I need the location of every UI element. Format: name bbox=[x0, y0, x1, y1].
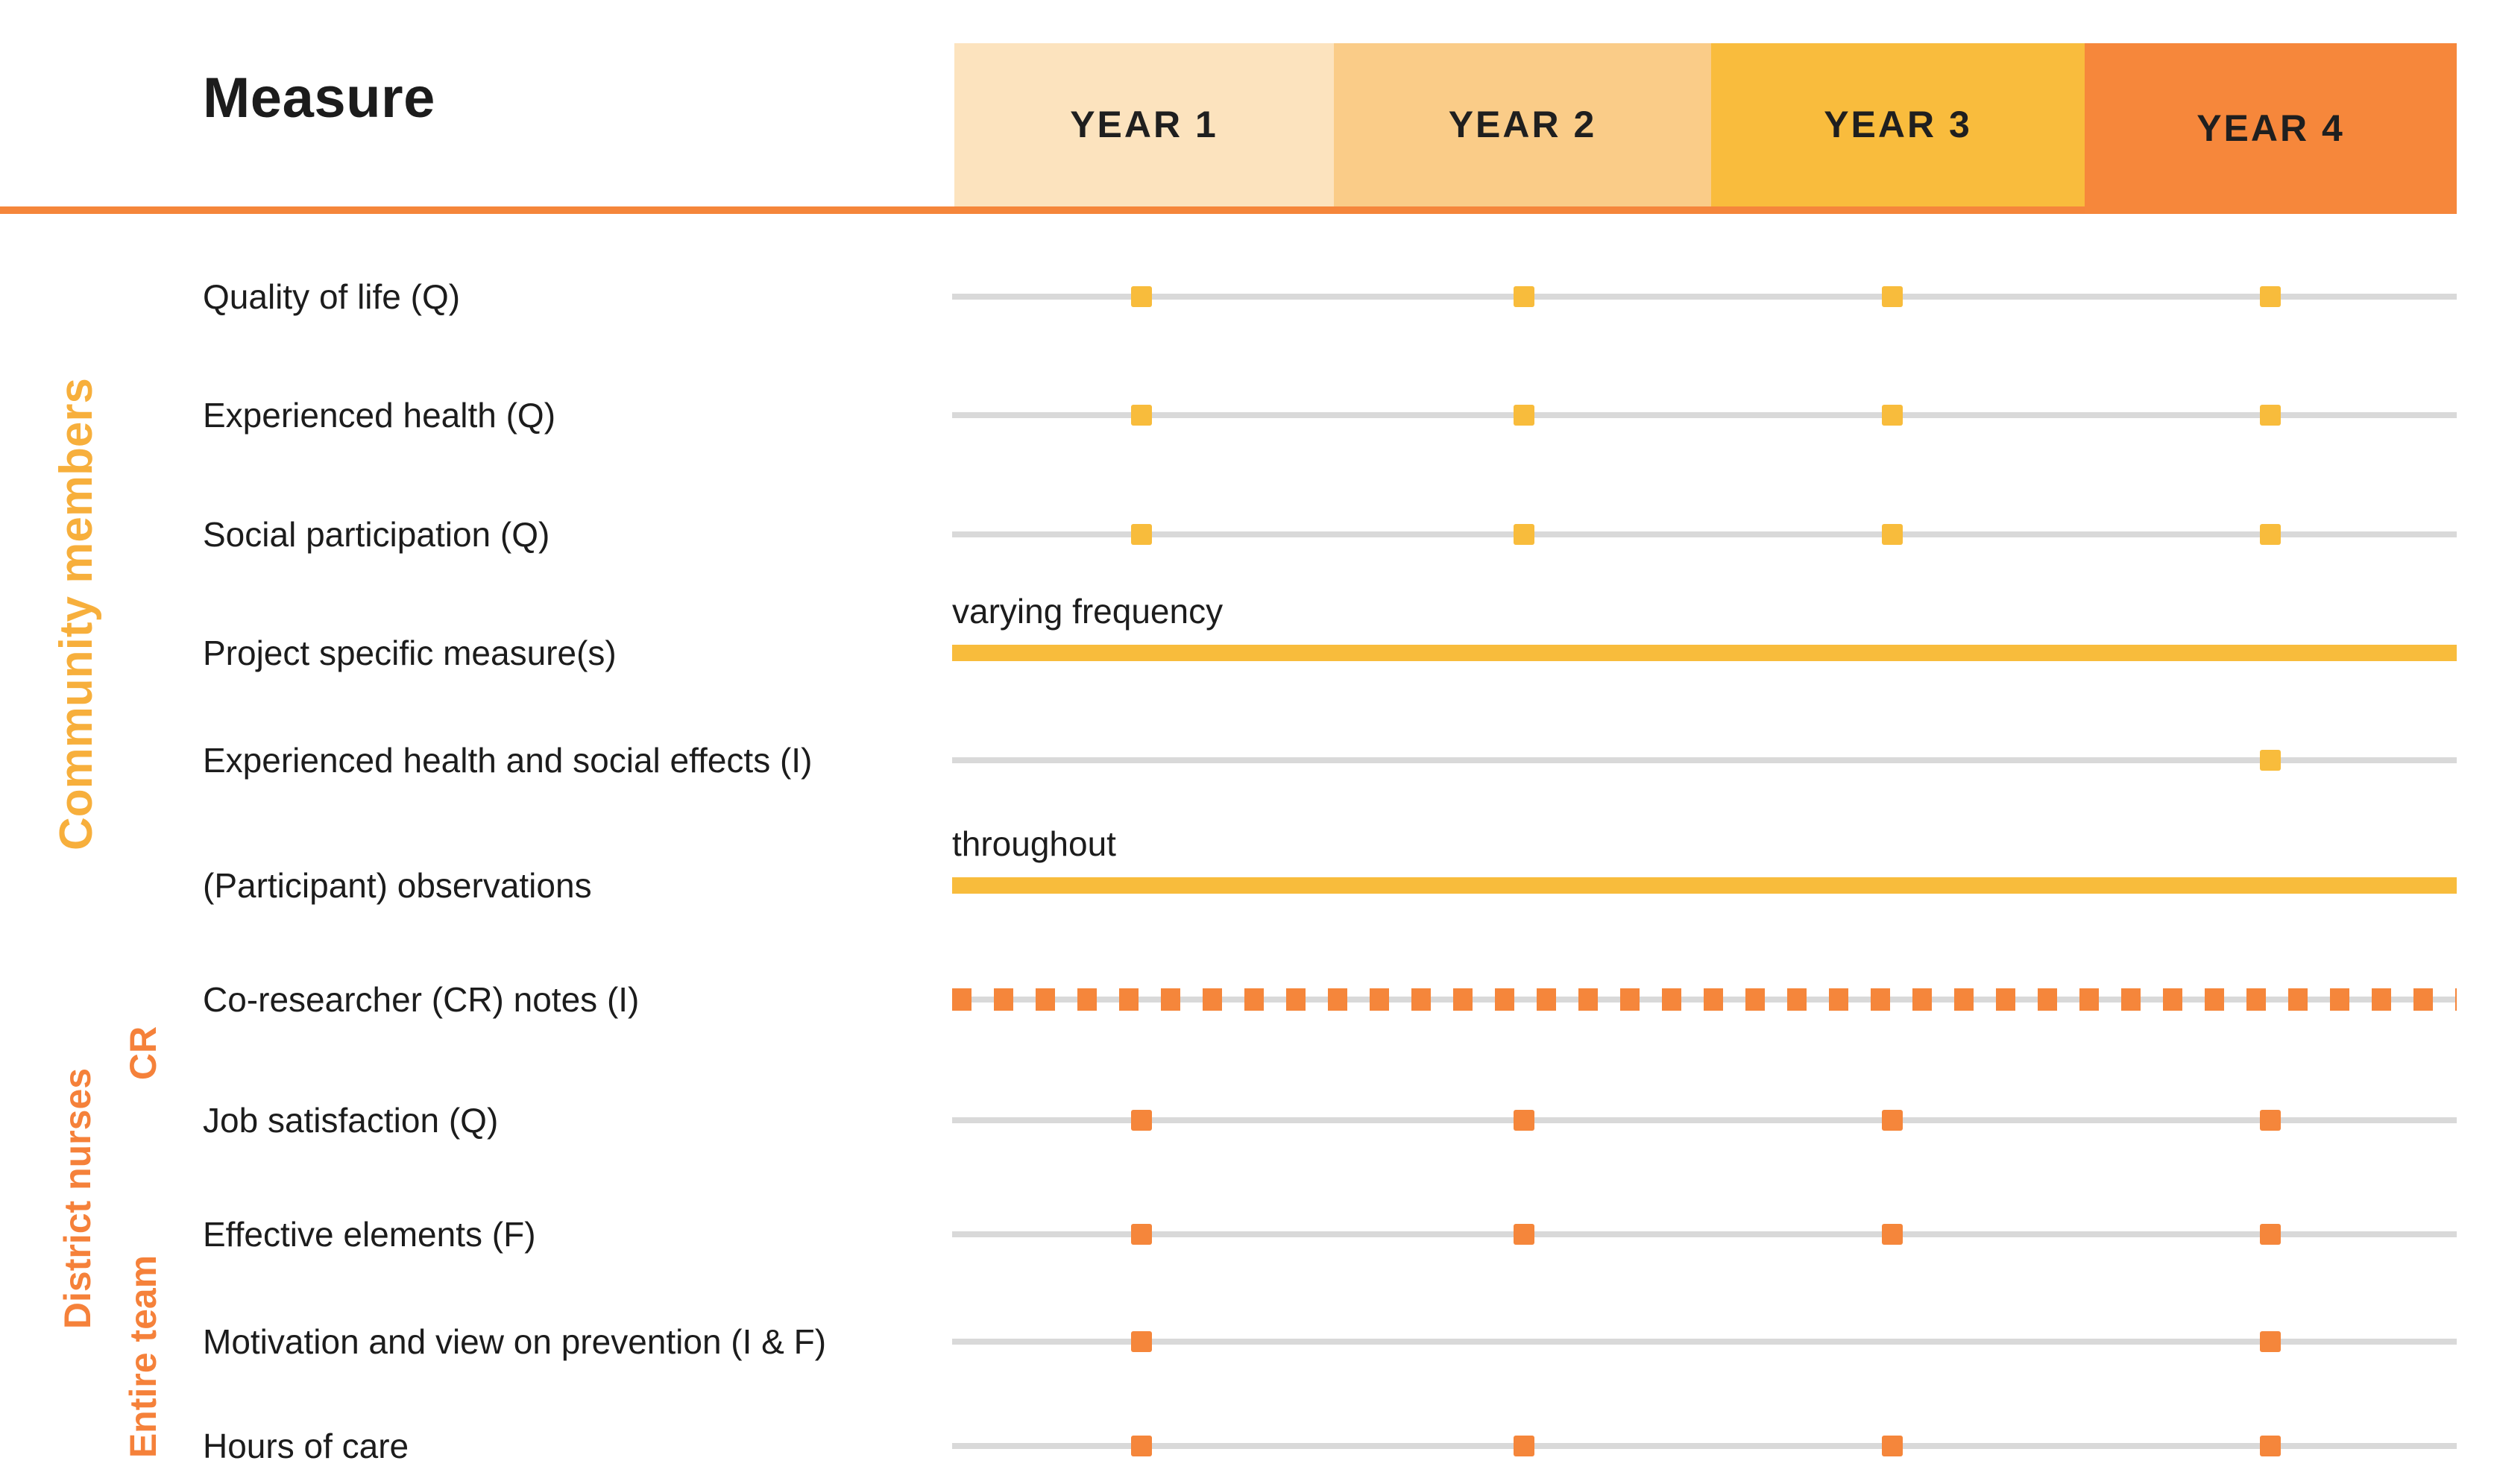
measurement-marker-year-3 bbox=[1882, 1224, 1903, 1245]
row-track-line bbox=[952, 1339, 2457, 1345]
measurement-marker-year-3 bbox=[1882, 1110, 1903, 1131]
row-track-line bbox=[952, 1443, 2457, 1449]
measurement-marker-year-2 bbox=[1513, 524, 1534, 545]
row-track-line bbox=[952, 1231, 2457, 1237]
continuous-measure-bar bbox=[952, 877, 2457, 894]
measurement-marker-year-4 bbox=[2259, 1224, 2281, 1245]
row-label: Experienced health (Q) bbox=[203, 396, 556, 435]
row-label: Quality of life (Q) bbox=[203, 277, 461, 316]
header-underline bbox=[0, 206, 2457, 214]
row-label: Co-researcher (CR) notes (I) bbox=[203, 980, 640, 1019]
row-label: Experienced health and social effects (I… bbox=[203, 741, 813, 780]
measurement-marker-year-1 bbox=[1131, 1436, 1153, 1456]
frequency-annotation: throughout bbox=[952, 824, 1116, 863]
year-3-header: YEAR 3 bbox=[1711, 43, 2085, 206]
row-label: Effective elements (F) bbox=[203, 1215, 536, 1254]
measurement-marker-year-1 bbox=[1131, 1331, 1153, 1352]
year-1-header: YEAR 1 bbox=[954, 43, 1334, 206]
measurement-marker-year-4 bbox=[2259, 1110, 2281, 1131]
measurement-marker-year-4 bbox=[2259, 1331, 2281, 1352]
measurement-marker-year-3 bbox=[1882, 1436, 1903, 1456]
measurement-marker-year-4 bbox=[2259, 405, 2281, 426]
measurement-marker-year-3 bbox=[1882, 286, 1903, 307]
year-2-header: YEAR 2 bbox=[1334, 43, 1711, 206]
measurement-marker-year-4 bbox=[2259, 750, 2281, 771]
measurement-marker-year-4 bbox=[2259, 524, 2281, 545]
measurement-marker-year-1 bbox=[1131, 405, 1153, 426]
row-label: Project specific measure(s) bbox=[203, 634, 617, 672]
measurement-marker-year-1 bbox=[1131, 524, 1153, 545]
measurement-marker-year-1 bbox=[1131, 1110, 1153, 1131]
measurement-marker-year-1 bbox=[1131, 286, 1153, 307]
measurement-marker-year-2 bbox=[1513, 1436, 1534, 1456]
measurement-marker-year-2 bbox=[1513, 1224, 1534, 1245]
dashed-frequency-bar bbox=[952, 988, 2457, 1011]
row-label: Job satisfaction (Q) bbox=[203, 1101, 499, 1140]
row-track-line bbox=[952, 531, 2457, 537]
row-label: Hours of care bbox=[203, 1427, 409, 1465]
measurement-marker-year-2 bbox=[1513, 1110, 1534, 1131]
row-track-line bbox=[952, 1117, 2457, 1123]
measurement-marker-year-3 bbox=[1882, 405, 1903, 426]
row-track-line bbox=[952, 412, 2457, 418]
row-track-line bbox=[952, 757, 2457, 763]
year-4-header: YEAR 4 bbox=[2085, 43, 2457, 213]
row-label: Social participation (Q) bbox=[203, 515, 550, 554]
row-track-line bbox=[952, 294, 2457, 300]
measurement-marker-year-2 bbox=[1513, 405, 1534, 426]
measurement-marker-year-3 bbox=[1882, 524, 1903, 545]
figure-title: Measure bbox=[203, 66, 435, 130]
measurement-marker-year-2 bbox=[1513, 286, 1534, 307]
row-label: (Participant) observations bbox=[203, 866, 592, 905]
frequency-annotation: varying frequency bbox=[952, 592, 1224, 631]
measurement-marker-year-1 bbox=[1131, 1224, 1153, 1245]
row-label: Motivation and view on prevention (I & F… bbox=[203, 1322, 827, 1361]
continuous-measure-bar bbox=[952, 645, 2457, 661]
measurement-marker-year-4 bbox=[2259, 1436, 2281, 1456]
measurement-marker-year-4 bbox=[2259, 286, 2281, 307]
